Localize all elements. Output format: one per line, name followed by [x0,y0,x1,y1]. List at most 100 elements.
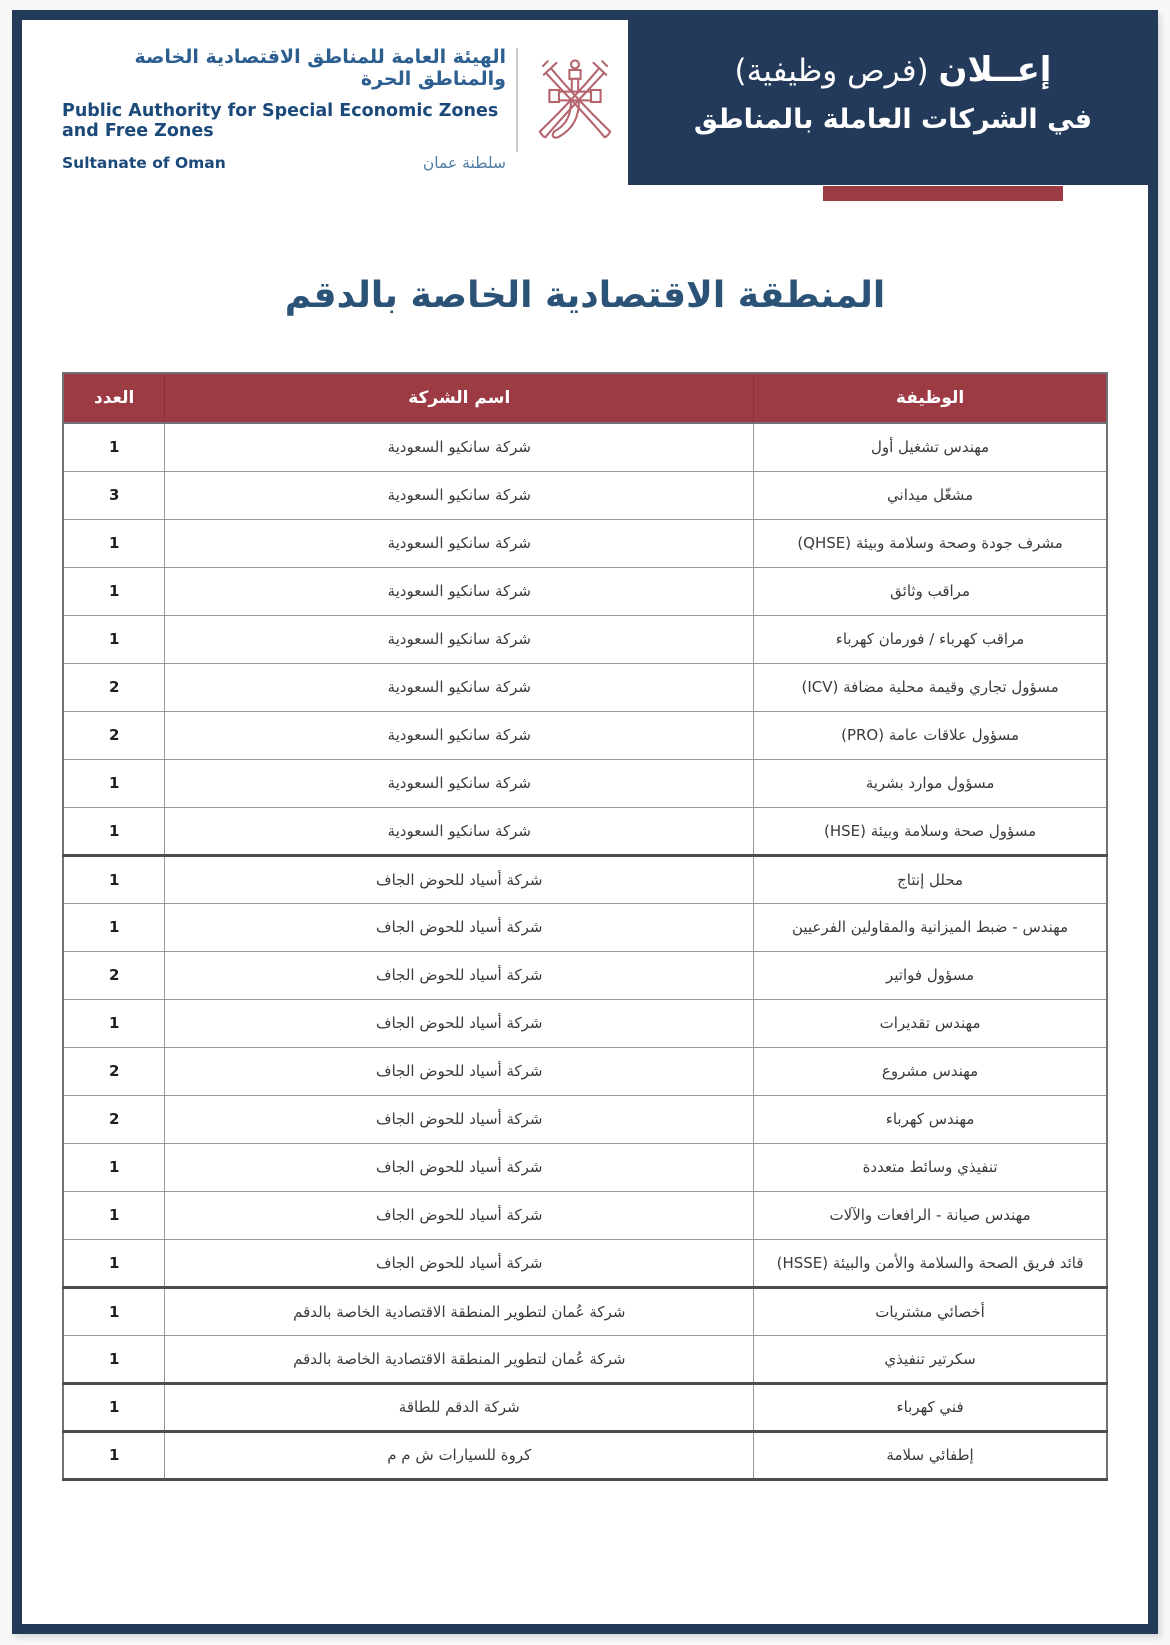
letterhead: الهيئة العامة للمناطق الاقتصادية الخاصة … [62,46,506,172]
table-row: مسؤول علاقات عامة (PRO) شركة سانكيو السع… [62,710,1108,760]
table-row: مراقب كهرباء / فورمان كهرباء شركة سانكيو… [62,614,1108,664]
section-title: المنطقة الاقتصادية الخاصة بالدقم [284,275,886,316]
count-cell: 1 [62,806,166,856]
job-cell: مراقب وثائق [753,566,1108,616]
table-row: تنفيذي وسائط متعددة شركة أسياد للحوض الج… [62,1142,1108,1192]
company-cell: شركة أسياد للحوض الجاف [164,1238,755,1288]
table-row: مسؤول فواتير شركة أسياد للحوض الجاف 2 [62,950,1108,1000]
count-cell: 2 [62,1094,166,1144]
job-cell: مسؤول موارد بشرية [753,758,1108,808]
table-row: مهندس تقديرات شركة أسياد للحوض الجاف 1 [62,998,1108,1048]
job-cell: مشرف جودة وصحة وسلامة وبيئة (QHSE) [753,518,1108,568]
company-cell: شركة أسياد للحوض الجاف [164,998,755,1048]
count-cell: 1 [62,422,166,472]
job-cell: تنفيذي وسائط متعددة [753,1142,1108,1192]
company-cell: شركة أسياد للحوض الجاف [164,1190,755,1240]
count-cell: 1 [62,1429,166,1481]
company-cell: شركة سانكيو السعودية [164,422,755,472]
table-row: محلل إنتاج شركة أسياد للحوض الجاف 1 [62,853,1108,904]
job-cell: أخصائي مشتريات [753,1285,1108,1336]
header-job: الوظيفة [753,373,1107,424]
maroon-accent-bar [823,186,1063,201]
count-cell: 1 [62,1334,166,1384]
count-cell: 1 [62,518,166,568]
job-cell: مسؤول صحة وسلامة وبيئة (HSE) [753,806,1108,856]
count-cell: 1 [62,902,166,952]
job-cell: مهندس - ضبط الميزانية والمقاولين الفرعيي… [753,902,1108,952]
job-cell: مسؤول علاقات عامة (PRO) [753,710,1108,760]
job-cell: محلل إنتاج [753,853,1108,904]
company-cell: شركة أسياد للحوض الجاف [164,1142,755,1192]
count-cell: 2 [62,662,166,712]
table-row: مسؤول تجاري وقيمة محلية مضافة (ICV) شركة… [62,662,1108,712]
job-cell: مهندس مشروع [753,1046,1108,1096]
table-row: مراقب وثائق شركة سانكيو السعودية 1 [62,566,1108,616]
company-cell: شركة أسياد للحوض الجاف [164,950,755,1000]
banner-title-rest: (فرص وظيفية) [734,53,929,89]
table-row: إطفائي سلامة كروة للسيارات ش م م 1 [62,1429,1108,1481]
job-cell: مهندس تقديرات [753,998,1108,1048]
org-name-english: Public Authority for Special Economic Zo… [62,101,499,141]
jobs-table: الوظيفة اسم الشركة العدد مهندس تشغيل أول… [62,372,1108,1481]
count-cell: 1 [62,758,166,808]
table-row: مسؤول موارد بشرية شركة سانكيو السعودية 1 [62,758,1108,808]
count-cell: 1 [62,1285,166,1336]
company-cell: شركة أسياد للحوض الجاف [164,902,755,952]
job-cell: مهندس تشغيل أول [753,422,1108,472]
count-cell: 2 [62,1046,166,1096]
company-cell: شركة عُمان لتطوير المنطقة الاقتصادية الخ… [164,1334,755,1384]
count-cell: 1 [62,1142,166,1192]
job-cell: إطفائي سلامة [753,1429,1108,1481]
company-cell: شركة سانكيو السعودية [164,614,755,664]
org-name-arabic: الهيئة العامة للمناطق الاقتصادية الخاصة … [134,46,507,90]
banner-title: إعــلان (فرص وظيفية) [628,50,1158,90]
table-row: مهندس - ضبط الميزانية والمقاولين الفرعيي… [62,902,1108,952]
table-row: مشغّل ميداني شركة سانكيو السعودية 3 [62,470,1108,520]
count-cell: 1 [62,1238,166,1288]
table-row: فني كهرباء شركة الدقم للطاقة 1 [62,1381,1108,1432]
job-cell: مسؤول فواتير [753,950,1108,1000]
company-cell: كروة للسيارات ش م م [164,1429,755,1481]
table-row: مهندس مشروع شركة أسياد للحوض الجاف 2 [62,1046,1108,1096]
company-cell: شركة سانكيو السعودية [164,470,755,520]
company-cell: شركة الدقم للطاقة [164,1381,755,1432]
letterhead-divider [516,48,518,152]
company-cell: شركة أسياد للحوض الجاف [164,1094,755,1144]
company-cell: شركة سانكيو السعودية [164,758,755,808]
table-row: مهندس تشغيل أول شركة سانكيو السعودية 1 [62,422,1108,472]
count-cell: 2 [62,710,166,760]
count-cell: 1 [62,566,166,616]
table-row: مهندس كهرباء شركة أسياد للحوض الجاف 2 [62,1094,1108,1144]
table-row: أخصائي مشتريات شركة عُمان لتطوير المنطقة… [62,1285,1108,1336]
header-company: اسم الشركة [164,373,754,424]
table-row: قائد فريق الصحة والسلامة والأمن والبيئة … [62,1238,1108,1288]
jobs-table-body: مهندس تشغيل أول شركة سانكيو السعودية 1 م… [62,422,1108,1481]
table-row: مسؤول صحة وسلامة وبيئة (HSE) شركة سانكيو… [62,806,1108,856]
count-cell: 1 [62,998,166,1048]
company-cell: شركة سانكيو السعودية [164,566,755,616]
job-cell: مشغّل ميداني [753,470,1108,520]
announcement-banner: إعــلان (فرص وظيفية) في الشركات العاملة … [628,10,1158,185]
banner-subtitle: في الشركات العاملة بالمناطق [693,104,1093,135]
job-cell: قائد فريق الصحة والسلامة والأمن والبيئة … [753,1238,1108,1288]
company-cell: شركة سانكيو السعودية [164,518,755,568]
table-row: سكرتير تنفيذي شركة عُمان لتطوير المنطقة … [62,1334,1108,1384]
company-cell: شركة عُمان لتطوير المنطقة الاقتصادية الخ… [164,1285,755,1336]
count-cell: 1 [62,1190,166,1240]
sultanate-of-oman-arabic: سلطنة عمان [422,154,506,172]
job-cell: مهندس كهرباء [753,1094,1108,1144]
job-cell: مهندس صيانة - الرافعات والآلات [753,1190,1108,1240]
job-cell: مسؤول تجاري وقيمة محلية مضافة (ICV) [753,662,1108,712]
job-cell: مراقب كهرباء / فورمان كهرباء [753,614,1108,664]
company-cell: شركة أسياد للحوض الجاف [164,1046,755,1096]
letterhead-third-line: Sultanate of Oman سلطنة عمان [62,154,506,172]
company-cell: شركة سانكيو السعودية [164,710,755,760]
sultanate-of-oman-english: Sultanate of Oman [62,154,226,172]
header-count: العدد [63,373,165,424]
job-cell: سكرتير تنفيذي [753,1334,1108,1384]
oman-national-emblem-icon [527,50,623,162]
count-cell: 3 [62,470,166,520]
banner-title-bold: إعــلان [938,50,1052,90]
count-cell: 1 [62,614,166,664]
